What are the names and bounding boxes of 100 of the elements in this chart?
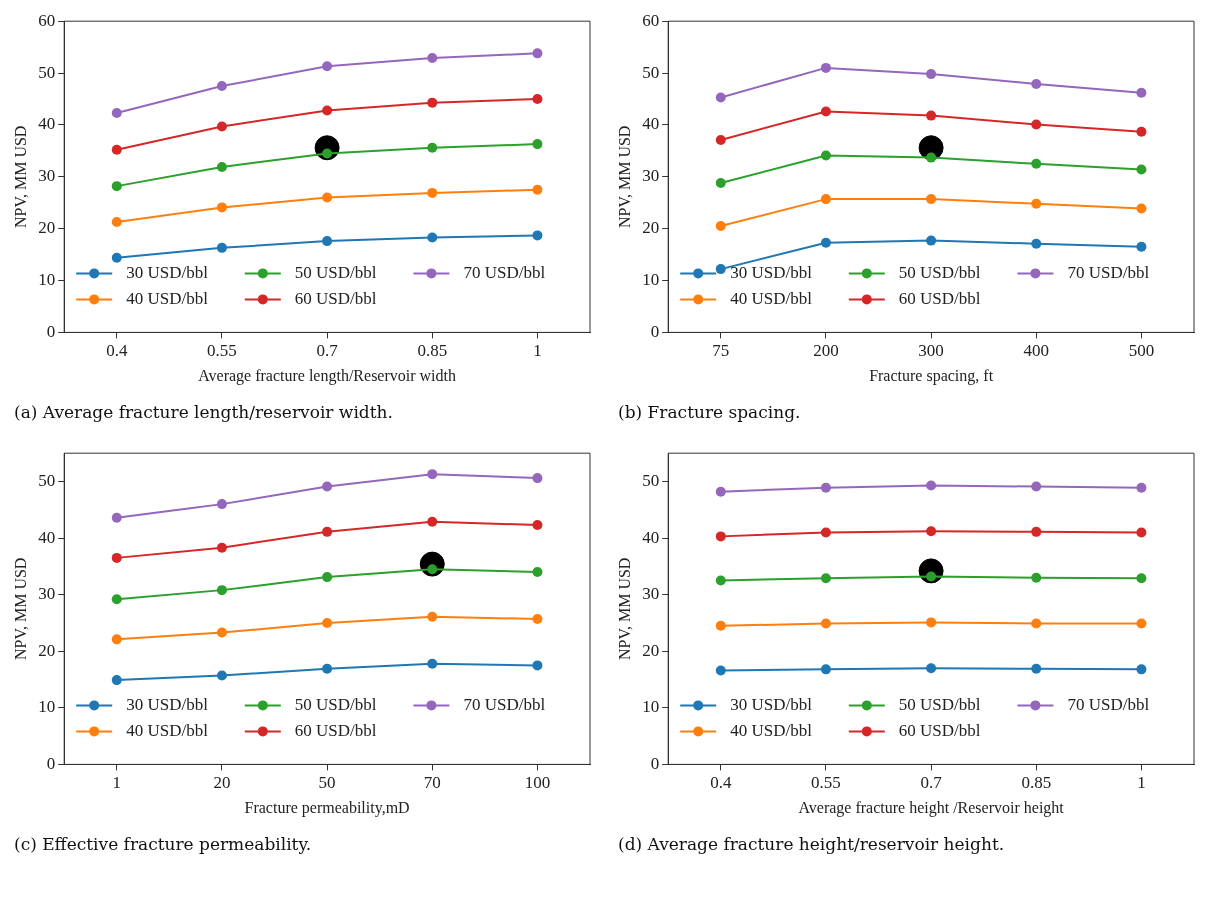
text: (b) Fracture spacing. xyxy=(618,402,802,422)
point xyxy=(926,480,937,491)
point xyxy=(322,192,333,203)
point xyxy=(216,161,227,172)
x-tick-label: 0.85 xyxy=(1021,773,1052,793)
point xyxy=(111,634,122,645)
point xyxy=(1031,663,1042,674)
x-tick-label: 400 xyxy=(1023,341,1050,361)
y-tick-label: 50 xyxy=(38,470,56,490)
point xyxy=(427,142,438,153)
x-axis-title: Average fracture length/Reservoir width xyxy=(198,366,457,385)
x-tick-label: 200 xyxy=(813,341,839,361)
x-tick-label: 20 xyxy=(213,773,231,793)
point xyxy=(820,150,831,161)
point xyxy=(427,232,438,243)
text: (c) Effective fracture permeability. xyxy=(14,834,313,854)
point xyxy=(532,230,543,241)
point xyxy=(532,567,543,578)
legend-label: 30 USD/bbl xyxy=(730,694,813,714)
point xyxy=(111,512,122,523)
point xyxy=(1136,527,1147,538)
point xyxy=(111,675,122,686)
legend-label: 60 USD/bbl xyxy=(294,288,377,308)
point xyxy=(427,516,438,527)
point xyxy=(532,660,543,671)
point xyxy=(1136,241,1147,252)
point xyxy=(1031,119,1042,130)
y-tick-label: 30 xyxy=(642,166,660,186)
legend-label: 50 USD/bbl xyxy=(294,694,377,714)
point xyxy=(1031,78,1042,89)
point xyxy=(820,194,831,205)
y-tick-label: 0 xyxy=(650,753,660,773)
point xyxy=(322,481,333,492)
y-tick-label: 0 xyxy=(650,321,660,341)
point xyxy=(322,663,333,674)
y-tick-label: 30 xyxy=(38,166,56,186)
y-axis-title: NPV, MM USD xyxy=(11,557,29,660)
legend-label: 50 USD/bbl xyxy=(898,262,981,282)
legend-label: 60 USD/bbl xyxy=(898,720,981,740)
x-tick-label: 300 xyxy=(918,341,944,361)
point xyxy=(322,105,333,116)
y-tick-label: 0 xyxy=(46,321,56,341)
point xyxy=(926,617,937,628)
point xyxy=(322,617,333,628)
y-tick-label: 10 xyxy=(642,697,660,717)
point xyxy=(111,594,122,605)
point xyxy=(1031,526,1042,537)
point xyxy=(715,134,726,145)
text: (d) Average fracture height/reservoir height. xyxy=(618,834,1006,854)
legend-label: 40 USD/bbl xyxy=(730,720,813,740)
x-tick-label: 75 xyxy=(712,341,730,361)
y-tick-label: 40 xyxy=(38,114,56,134)
legend-label: 60 USD/bbl xyxy=(898,288,981,308)
point xyxy=(1031,238,1042,249)
x-axis-title: Average fracture height /Reservoir height xyxy=(798,798,1065,817)
point xyxy=(427,53,438,64)
y-tick-label: 60 xyxy=(38,10,56,30)
point xyxy=(926,663,937,674)
y-tick-label: 10 xyxy=(38,270,56,289)
point xyxy=(715,575,726,586)
point xyxy=(715,178,726,189)
x-axis-title: Fracture permeability,mD xyxy=(244,798,410,817)
point xyxy=(820,527,831,538)
point xyxy=(322,236,333,247)
legend-label: 40 USD/bbl xyxy=(126,288,209,308)
legend-label: 30 USD/bbl xyxy=(126,262,209,282)
x-tick-label: 0.4 xyxy=(106,341,128,361)
point xyxy=(715,531,726,542)
point xyxy=(715,665,726,676)
point xyxy=(216,242,227,253)
point xyxy=(926,194,937,205)
point xyxy=(532,184,543,195)
point xyxy=(926,526,937,537)
point xyxy=(532,613,543,624)
point xyxy=(926,235,937,246)
point xyxy=(1136,573,1147,584)
y-axis-title: NPV, MM USD xyxy=(615,125,633,228)
point xyxy=(926,152,937,163)
x-tick-label: 100 xyxy=(524,773,551,793)
point xyxy=(1031,158,1042,169)
point xyxy=(111,108,122,118)
point xyxy=(820,573,831,584)
y-tick-label: 30 xyxy=(642,584,660,604)
x-tick-label: 0.55 xyxy=(811,773,841,793)
point xyxy=(820,62,831,73)
legend-label: 70 USD/bbl xyxy=(463,694,546,714)
point xyxy=(532,94,543,104)
y-axis-title: NPV, MM USD xyxy=(615,557,633,660)
point xyxy=(820,106,831,117)
text: (a) Average fracture length/reservoir width. xyxy=(14,402,394,422)
point xyxy=(1136,664,1147,675)
point xyxy=(216,121,227,132)
x-tick-label: 1 xyxy=(533,341,542,361)
point xyxy=(715,264,726,275)
y-tick-label: 60 xyxy=(642,10,660,30)
point xyxy=(427,469,438,480)
point xyxy=(715,620,726,631)
point xyxy=(427,611,438,622)
point xyxy=(322,572,333,583)
point xyxy=(216,585,227,596)
